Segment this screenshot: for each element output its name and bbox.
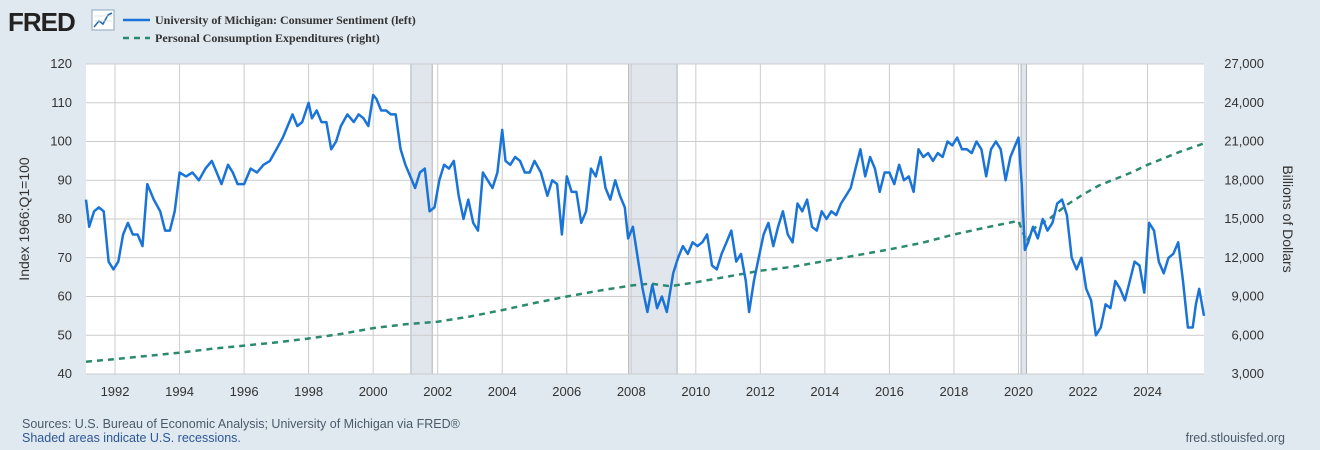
y-left-tick-label: 80 bbox=[58, 211, 72, 226]
y-left-tick-label: 50 bbox=[58, 327, 72, 342]
footer-recession-note[interactable]: Shaded areas indicate U.S. recessions. bbox=[22, 431, 241, 445]
footer-sources: Sources: U.S. Bureau of Economic Analysi… bbox=[22, 417, 460, 431]
x-tick-label: 2004 bbox=[488, 384, 517, 399]
legend: University of Michigan: Consumer Sentime… bbox=[123, 13, 416, 45]
y-right-tick-label: 21,000 bbox=[1224, 134, 1264, 149]
x-tick-label: 2020 bbox=[1004, 384, 1033, 399]
x-tick-label: 1994 bbox=[165, 384, 194, 399]
y-left-tick-label: 110 bbox=[51, 95, 72, 110]
x-tick-label: 2018 bbox=[939, 384, 968, 399]
legend-label-sentiment: University of Michigan: Consumer Sentime… bbox=[155, 13, 416, 27]
trend-graph-icon bbox=[91, 9, 115, 31]
series-line-pce bbox=[85, 142, 1205, 363]
x-tick-label: 2014 bbox=[810, 384, 839, 399]
y-right-tick-label: 12,000 bbox=[1224, 250, 1264, 265]
x-tick-label: 2000 bbox=[359, 384, 388, 399]
y-right-tick-label: 15,000 bbox=[1224, 211, 1264, 226]
series-line-consumer-sentiment bbox=[84, 93, 1206, 337]
y-left-axis-title: Index 1966:Q1=100 bbox=[16, 157, 32, 281]
y-right-tick-label: 3,000 bbox=[1231, 366, 1264, 381]
x-tick-label: 2002 bbox=[423, 384, 452, 399]
y-right-axis-title: Billions of Dollars bbox=[1280, 165, 1296, 272]
axis-tick-labels: 40 50 60 70 80 90 100 110 120 3,000 6,000 9,000 12,0… bbox=[50, 56, 1264, 399]
y-right-tick-label: 9,000 bbox=[1231, 289, 1264, 304]
y-left-tick-label: 90 bbox=[58, 172, 72, 187]
x-tick-label: 2024 bbox=[1133, 384, 1162, 399]
fred-logo[interactable]: FRED bbox=[8, 7, 115, 37]
y-right-tick-label: 24,000 bbox=[1224, 95, 1264, 110]
series-lines bbox=[84, 93, 1206, 363]
x-tick-label: 1996 bbox=[230, 384, 259, 399]
y-left-tick-label: 40 bbox=[58, 366, 72, 381]
x-tick-label: 2012 bbox=[746, 384, 775, 399]
y-right-tick-label: 27,000 bbox=[1224, 56, 1264, 71]
x-tick-label: 2008 bbox=[617, 384, 646, 399]
fred-logo-text: FRED bbox=[8, 7, 75, 37]
x-tick-label: 2006 bbox=[552, 384, 581, 399]
grid-lines bbox=[86, 63, 1204, 375]
y-right-tick-label: 6,000 bbox=[1231, 327, 1264, 342]
x-tick-label: 1992 bbox=[101, 384, 130, 399]
y-left-tick-label: 60 bbox=[58, 289, 72, 304]
y-right-tick-label: 18,000 bbox=[1224, 172, 1264, 187]
y-left-tick-label: 100 bbox=[50, 134, 72, 149]
y-left-tick-label: 70 bbox=[58, 250, 72, 265]
x-tick-label: 1998 bbox=[294, 384, 323, 399]
x-tick-label: 2010 bbox=[681, 384, 710, 399]
legend-label-pce: Personal Consumption Expenditures (right… bbox=[155, 31, 380, 45]
x-tick-label: 2016 bbox=[875, 384, 904, 399]
y-left-tick-label: 120 bbox=[50, 56, 72, 71]
footer-site-link[interactable]: fred.stlouisfed.org bbox=[1185, 431, 1285, 445]
x-tick-label: 2022 bbox=[1069, 384, 1098, 399]
